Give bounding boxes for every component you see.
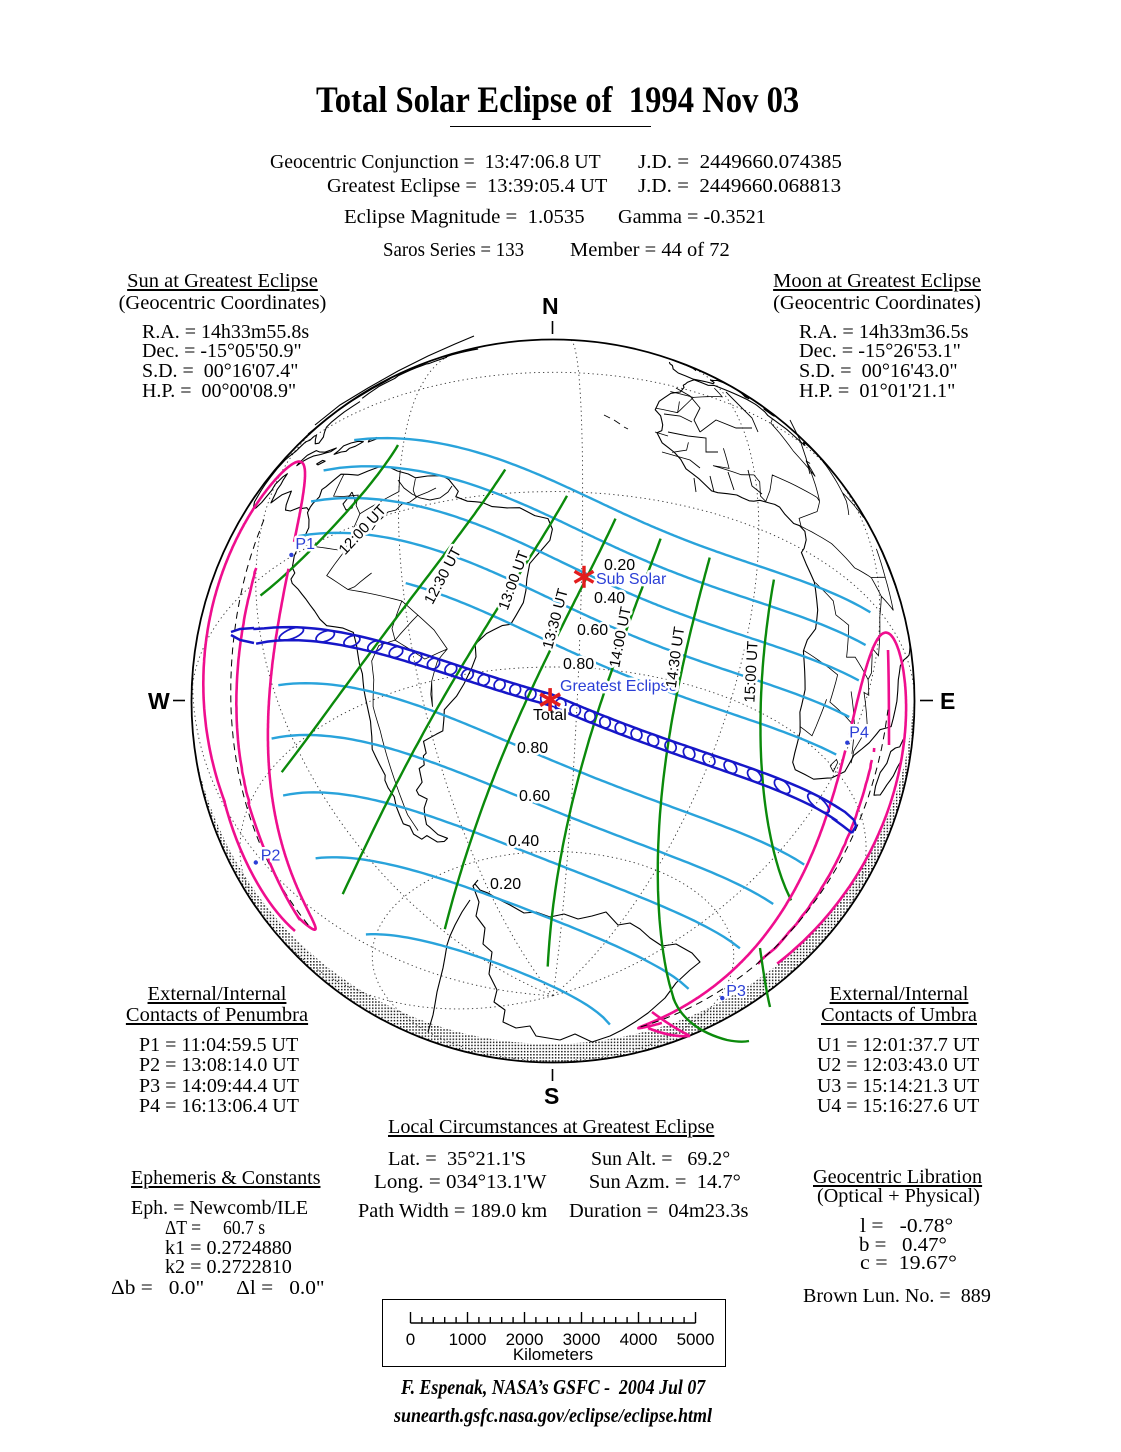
svg-text:P4: P4 xyxy=(849,725,869,742)
svg-text:Kilometers: Kilometers xyxy=(513,1345,593,1364)
svg-text:0.80: 0.80 xyxy=(517,740,548,757)
svg-text:0: 0 xyxy=(406,1330,415,1349)
svg-text:0.60: 0.60 xyxy=(577,622,608,639)
svg-text:0.20: 0.20 xyxy=(604,557,635,574)
svg-text:0.20: 0.20 xyxy=(490,876,521,893)
svg-text:0.20: 0.20 xyxy=(490,876,521,893)
svg-text:P2: P2 xyxy=(261,848,281,865)
svg-text:5000: 5000 xyxy=(677,1330,715,1349)
svg-text:0.40: 0.40 xyxy=(594,590,625,607)
svg-text:0.40: 0.40 xyxy=(594,590,625,607)
svg-text:4000: 4000 xyxy=(620,1330,658,1349)
svg-text:P3: P3 xyxy=(726,983,746,1000)
svg-text:2000: 2000 xyxy=(506,1330,544,1349)
svg-text:Sub Solar: Sub Solar xyxy=(596,571,667,588)
svg-text:0.60: 0.60 xyxy=(577,622,608,639)
svg-text:0.80: 0.80 xyxy=(563,656,594,673)
svg-text:3000: 3000 xyxy=(563,1330,601,1349)
svg-text:1000: 1000 xyxy=(449,1330,487,1349)
svg-text:Sub Solar: Sub Solar xyxy=(596,571,667,588)
svg-text:P3: P3 xyxy=(726,983,746,1000)
svg-text:0.60: 0.60 xyxy=(519,788,550,805)
svg-text:P1: P1 xyxy=(295,536,315,553)
svg-text:Greatest Eclipse: Greatest Eclipse xyxy=(560,678,677,695)
svg-text:0.60: 0.60 xyxy=(519,788,550,805)
svg-text:P1: P1 xyxy=(295,536,315,553)
svg-text:Total: Total xyxy=(533,707,567,724)
svg-text:0.40: 0.40 xyxy=(508,833,539,850)
svg-text:P4: P4 xyxy=(849,725,869,742)
svg-text:P2: P2 xyxy=(261,848,281,865)
svg-text:0.40: 0.40 xyxy=(508,833,539,850)
svg-text:15:00 UT: 15:00 UT xyxy=(741,641,761,704)
svg-text:Greatest Eclipse: Greatest Eclipse xyxy=(560,678,677,695)
svg-text:0.80: 0.80 xyxy=(517,740,548,757)
svg-text:0.80: 0.80 xyxy=(563,656,594,673)
svg-text:Total: Total xyxy=(533,707,567,724)
svg-text:0.20: 0.20 xyxy=(604,557,635,574)
